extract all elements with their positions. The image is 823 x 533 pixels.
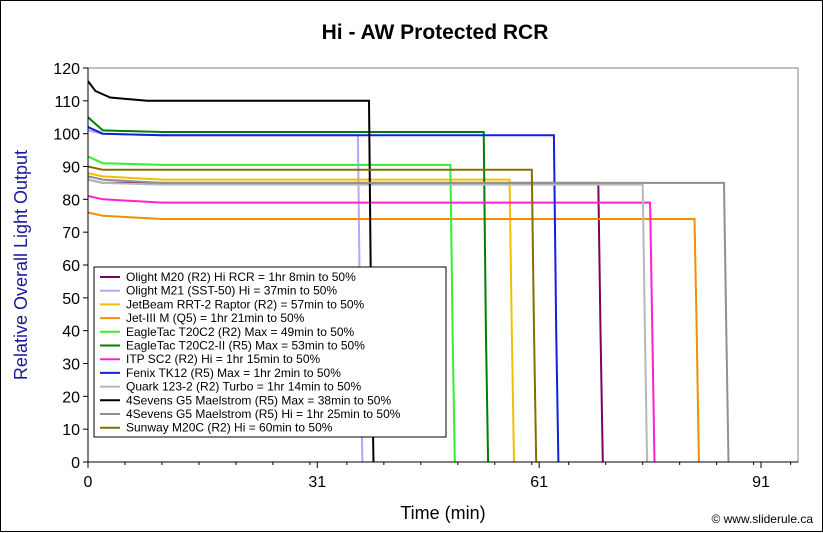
legend-label-5: EagleTac T20C2 (R2) Max = 49min to 50% xyxy=(126,325,355,339)
x-tick-label: 91 xyxy=(752,474,770,491)
legend: Olight M20 (R2) Hi RCR = 1hr 8min to 50%… xyxy=(93,266,447,438)
y-tick-label: 20 xyxy=(62,389,80,406)
legend-label-3: JetBeam RRT-2 Raptor (R2) = 57min to 50% xyxy=(126,297,365,311)
axis-layer: 0 10 20 30 40 50 60 70 80 90 100 110 120 0 31 61 91 xyxy=(53,61,798,491)
series-line-9 xyxy=(87,178,649,463)
series-line-6 xyxy=(87,116,490,463)
y-tick-label: 60 xyxy=(62,258,80,275)
y-tick-label: 40 xyxy=(62,324,80,341)
y-tick-label: 120 xyxy=(53,61,80,78)
y-tick-label: 0 xyxy=(71,455,80,472)
series-line-11 xyxy=(87,175,730,463)
x-tick-label: 0 xyxy=(84,474,93,491)
legend-label-1: Olight M20 (R2) Hi RCR = 1hr 8min to 50% xyxy=(126,270,356,284)
legend-label-12: Sunway M20C (R2) Hi = 60min to 50% xyxy=(126,421,333,435)
series-line-5 xyxy=(87,155,456,463)
series-line-12 xyxy=(87,165,538,463)
legend-label-8: Fenix TK12 (R5) Max = 1hr 2min to 50% xyxy=(126,366,341,380)
x-tick-label: 31 xyxy=(308,474,326,491)
y-axis-title: Relative Overall Light Output xyxy=(11,150,31,380)
x-axis-title: Time (min) xyxy=(400,503,485,523)
series-line-3 xyxy=(87,172,515,463)
x-tick-label: 61 xyxy=(530,474,548,491)
credit-text: © www.sliderule.ca xyxy=(711,512,813,526)
legend-box xyxy=(93,266,447,438)
legend-label-7: ITP SC2 (R2) Hi = 1hr 15min to 50% xyxy=(126,352,321,366)
series-line-7 xyxy=(87,195,656,463)
legend-label-11: 4Sevens G5 Maelstrom (R5) Hi = 1hr 25min… xyxy=(126,407,401,421)
legend-label-2: Olight M21 (SST-50) Hi = 37min to 50% xyxy=(126,284,337,298)
y-tick-label: 80 xyxy=(62,192,80,209)
y-tick-label: 30 xyxy=(62,357,80,374)
chart-title: Hi - AW Protected RCR xyxy=(322,21,549,44)
series-line-8 xyxy=(87,126,560,463)
legend-label-4: Jet-III M (Q5) = 1hr 21min to 50% xyxy=(126,311,305,325)
y-tick-label: 50 xyxy=(62,291,80,308)
legend-label-9: Quark 123-2 (R2) Turbo = 1hr 14min to 50… xyxy=(126,380,361,394)
y-tick-label: 70 xyxy=(62,225,80,242)
y-tick-label: 10 xyxy=(62,422,80,439)
legend-label-10: 4Sevens G5 Maelstrom (R5) Max = 38min to… xyxy=(126,393,391,407)
y-tick-label: 110 xyxy=(54,94,80,111)
y-tick-label: 100 xyxy=(53,127,80,144)
series-layer xyxy=(87,80,730,463)
series-line-4 xyxy=(87,211,700,463)
y-tick-label: 90 xyxy=(62,160,80,177)
legend-label-6: EagleTac T20C2-II (R5) Max = 53min to 50… xyxy=(126,339,365,353)
